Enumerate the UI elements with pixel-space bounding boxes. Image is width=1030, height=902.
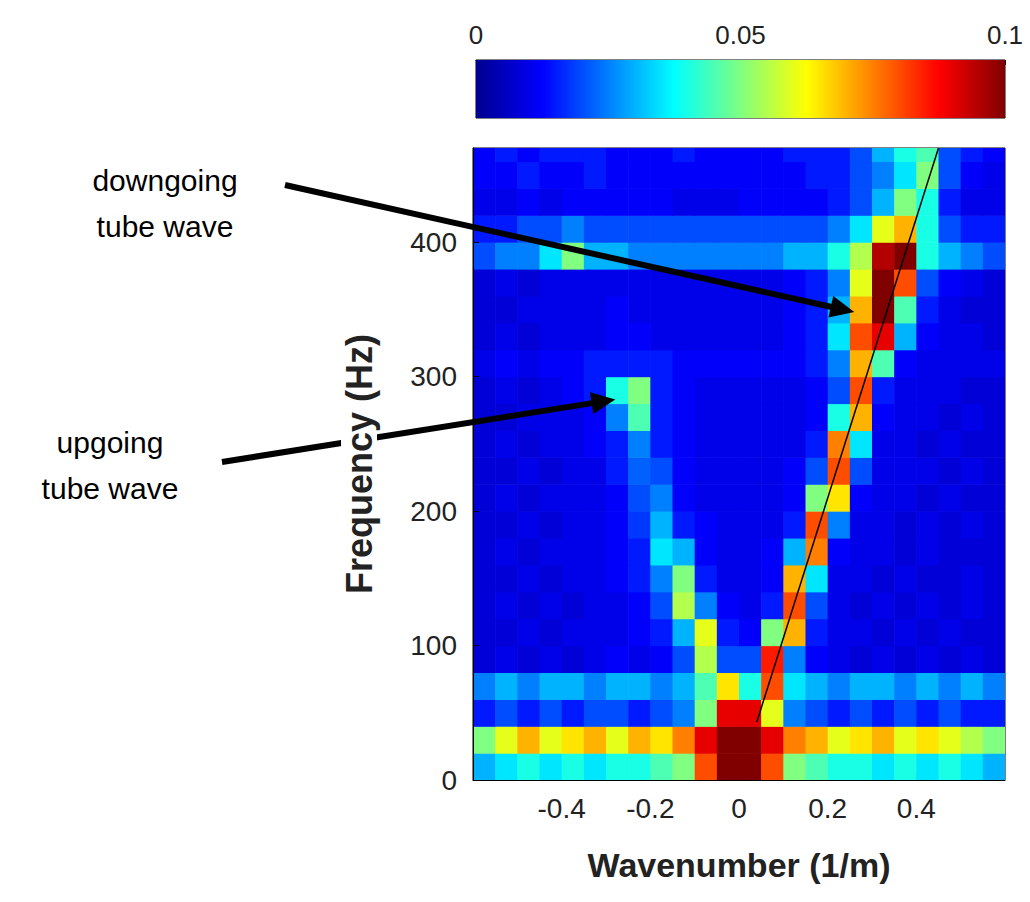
svg-text:downgoing: downgoing [92,164,237,197]
svg-text:200: 200 [410,496,457,527]
svg-text:0: 0 [469,20,483,50]
svg-text:-0.4: -0.4 [538,793,586,824]
svg-text:400: 400 [410,227,457,258]
svg-text:Wavenumber (1/m): Wavenumber (1/m) [588,846,891,884]
svg-text:0.1: 0.1 [987,20,1023,50]
svg-text:upgoing: upgoing [57,426,164,459]
svg-text:0: 0 [441,765,457,796]
svg-text:-0.2: -0.2 [626,793,674,824]
svg-text:0: 0 [731,793,747,824]
svg-text:tube wave: tube wave [42,472,179,505]
svg-text:Frequency (Hz): Frequency (Hz) [339,334,380,594]
svg-text:0.4: 0.4 [897,793,936,824]
svg-text:300: 300 [410,361,457,392]
svg-text:tube wave: tube wave [97,210,234,243]
svg-text:100: 100 [410,630,457,661]
svg-text:0.2: 0.2 [808,793,847,824]
svg-text:0.05: 0.05 [715,20,766,50]
